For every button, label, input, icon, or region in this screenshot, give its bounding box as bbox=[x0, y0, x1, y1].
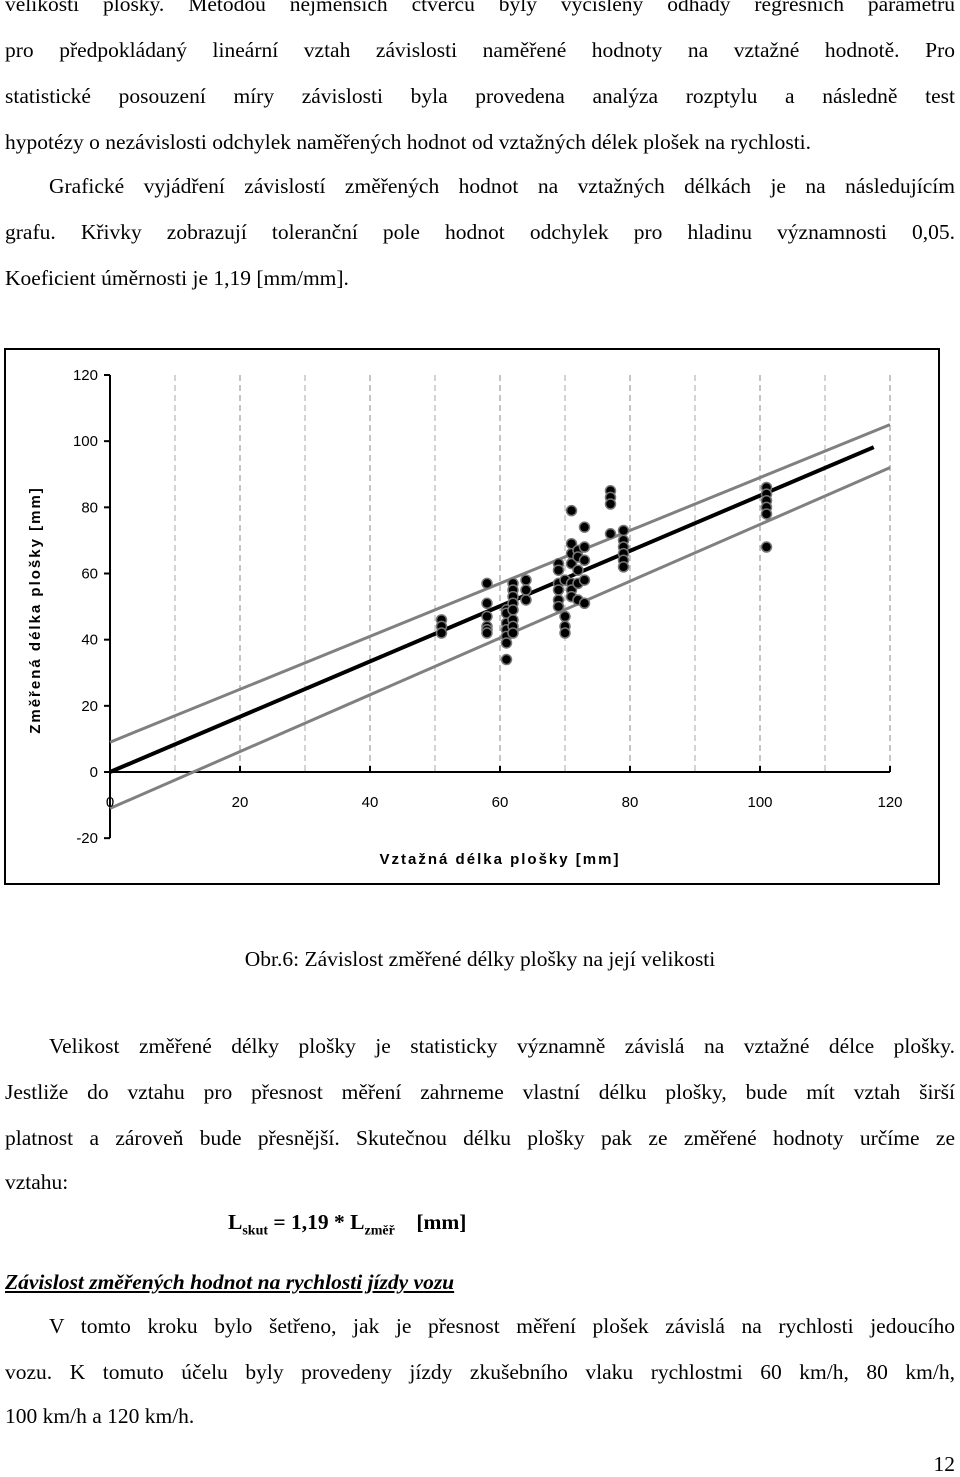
text-line: Grafické vyjádření závislostí změřených … bbox=[49, 174, 955, 198]
data-point bbox=[520, 594, 532, 606]
data-point bbox=[507, 604, 519, 616]
x-tick-label: 40 bbox=[362, 794, 379, 811]
x-tick-label: 60 bbox=[492, 794, 509, 811]
formula-rhs-sub: změř bbox=[364, 1223, 395, 1239]
data-point bbox=[578, 541, 591, 553]
data-point bbox=[500, 653, 513, 666]
figure-caption: Obr.6: Závislost změřené délky plošky na… bbox=[244, 947, 716, 971]
text-line: 100 km/h a 120 km/h. bbox=[5, 1404, 195, 1428]
x-tick-label: 120 bbox=[877, 794, 902, 811]
data-point bbox=[481, 577, 493, 590]
text-line: vozu. K tomuto účelu byly provedeny jízd… bbox=[5, 1360, 955, 1384]
data-point bbox=[481, 610, 493, 623]
y-tick-label: 100 bbox=[73, 433, 98, 450]
x-tick-label: 0 bbox=[106, 794, 114, 811]
data-point bbox=[572, 564, 584, 576]
data-point bbox=[559, 627, 571, 639]
x-tick-label: 80 bbox=[622, 794, 639, 811]
text-line: Jestliže do vztahu pro přesnost měření z… bbox=[5, 1080, 955, 1104]
formula-middle: = 1,19 * L bbox=[268, 1210, 365, 1234]
text-line: V tomto kroku bylo šetřeno, jak je přesn… bbox=[49, 1314, 955, 1338]
text-line: pro předpokládaný lineární vztah závislo… bbox=[5, 38, 955, 62]
text-line: vztahu: bbox=[5, 1170, 69, 1194]
data-point bbox=[520, 574, 532, 586]
y-tick-label: 0 bbox=[90, 764, 98, 781]
formula-lhs-sub: skut bbox=[242, 1223, 269, 1239]
tolerance-line bbox=[109, 423, 891, 744]
text-line: statistické posouzení míry závislosti by… bbox=[5, 84, 955, 108]
x-tick-label: 100 bbox=[747, 794, 772, 811]
x-axis-title: Vztažná délka plošky [mm] bbox=[380, 851, 621, 868]
data-point bbox=[578, 597, 591, 610]
formula-lhs: L bbox=[228, 1210, 243, 1234]
formula: Lskut = 1,19 * Lzměř [mm] bbox=[228, 1210, 466, 1239]
tolerance-line bbox=[109, 466, 891, 810]
data-point bbox=[552, 600, 565, 613]
x-tick-label: 20 bbox=[232, 794, 249, 811]
data-point bbox=[760, 508, 773, 520]
scatter-chart: -20 0 20 40 60 80 100 120 0 20 40 60 80 100 120 Vztažn… bbox=[27, 367, 903, 868]
y-tick-label: -20 bbox=[76, 830, 98, 847]
regression-line bbox=[109, 445, 875, 774]
formula-unit: [mm] bbox=[394, 1210, 467, 1234]
data-point bbox=[617, 524, 630, 537]
y-tick-label: 60 bbox=[81, 566, 98, 583]
data-point bbox=[604, 498, 617, 510]
data-point bbox=[507, 627, 519, 639]
section-heading: Závislost změřených hodnot na rychlosti … bbox=[5, 1270, 455, 1294]
page-number: 12 bbox=[933, 1452, 956, 1476]
data-point bbox=[520, 584, 532, 596]
text-line: velikosti plošky. Metodou nejmenších čtv… bbox=[5, 0, 955, 16]
data-point bbox=[481, 597, 493, 610]
data-point bbox=[552, 564, 565, 576]
data-point bbox=[617, 561, 630, 573]
y-tick-label: 20 bbox=[81, 698, 98, 715]
data-point bbox=[500, 637, 513, 649]
data-point bbox=[552, 584, 565, 596]
data-point bbox=[578, 521, 591, 533]
data-point bbox=[578, 574, 591, 586]
text-line: grafu. Křivky zobrazují toleranční pole … bbox=[5, 220, 955, 244]
text-line: platnost a zároveň bude přesnější. Skute… bbox=[5, 1126, 955, 1150]
data-point bbox=[760, 541, 773, 553]
data-point bbox=[559, 610, 571, 623]
text-line: Velikost změřené délky plošky je statist… bbox=[49, 1034, 955, 1058]
text-line: hypotézy o nezávislosti odchylek naměřen… bbox=[5, 130, 812, 154]
y-axis-title: Změřená délka plošky [mm] bbox=[27, 486, 44, 734]
y-tick-label: 120 bbox=[73, 367, 98, 384]
data-point bbox=[604, 528, 617, 540]
text-line: Koeficient úměrnosti je 1,19 [mm/mm]. bbox=[5, 266, 349, 290]
data-point bbox=[565, 504, 578, 517]
chart-frame: -20 0 20 40 60 80 100 120 0 20 40 60 80 100 120 Vztažn… bbox=[4, 348, 940, 885]
y-tick-label: 40 bbox=[81, 632, 98, 649]
data-point bbox=[435, 627, 448, 639]
data-point bbox=[481, 627, 493, 639]
data-point bbox=[578, 554, 591, 567]
y-tick-label: 80 bbox=[81, 499, 98, 516]
